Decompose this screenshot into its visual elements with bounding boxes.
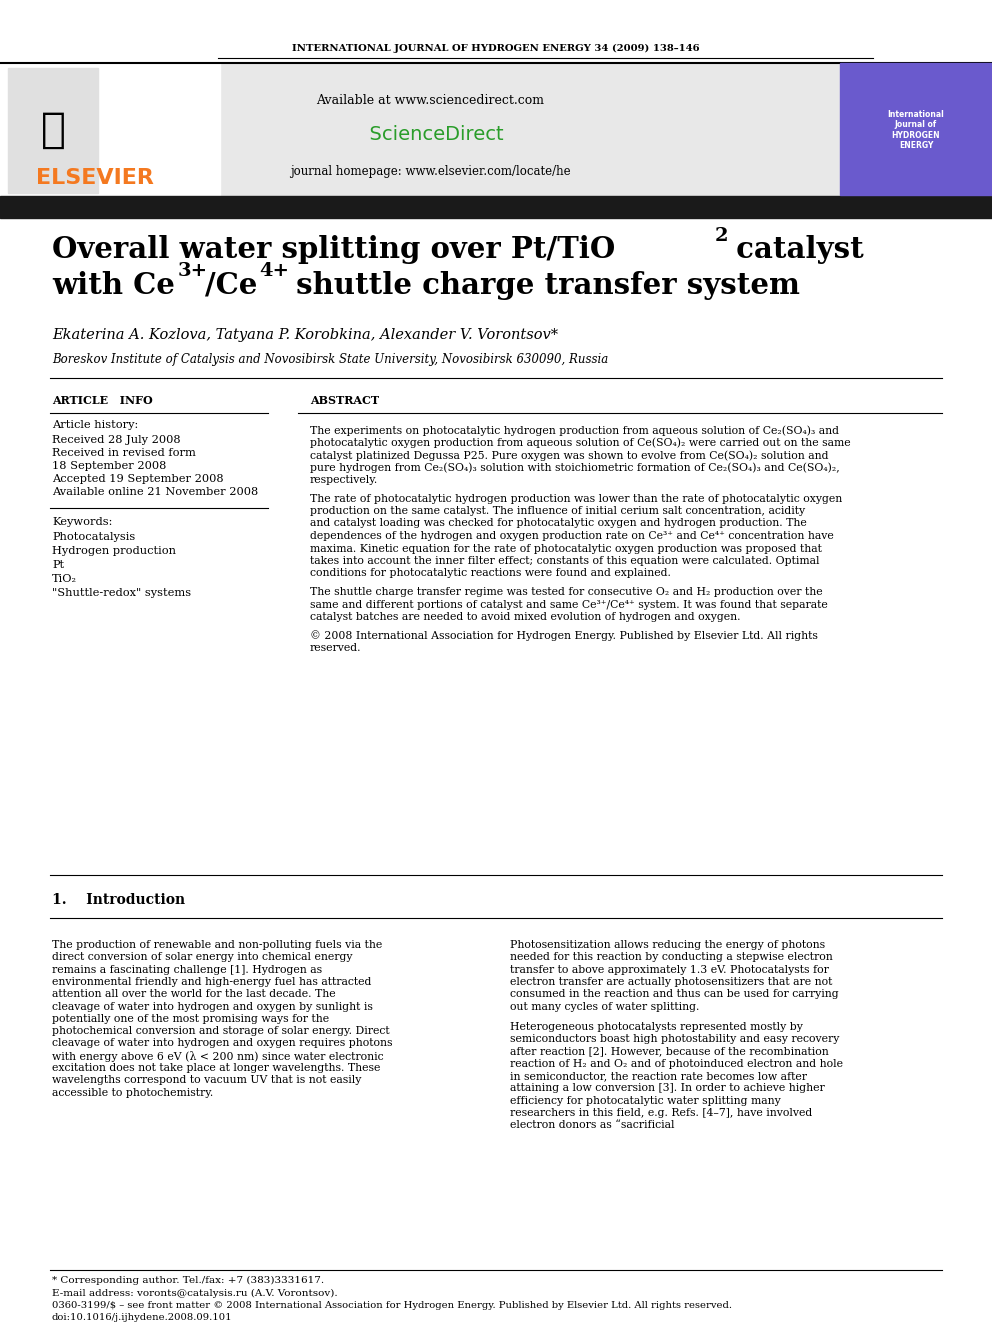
Text: cleavage of water into hydrogen and oxygen by sunlight is: cleavage of water into hydrogen and oxyg… bbox=[52, 1002, 373, 1012]
Text: reaction of H₂ and O₂ and of photoinduced electron and hole: reaction of H₂ and O₂ and of photoinduce… bbox=[510, 1058, 843, 1069]
Text: /Ce: /Ce bbox=[205, 270, 257, 299]
Text: consumed in the reaction and thus can be used for carrying: consumed in the reaction and thus can be… bbox=[510, 990, 838, 999]
Text: cleavage of water into hydrogen and oxygen requires photons: cleavage of water into hydrogen and oxyg… bbox=[52, 1039, 393, 1048]
Text: wavelengths correspond to vacuum UV that is not easily: wavelengths correspond to vacuum UV that… bbox=[52, 1076, 361, 1085]
Text: conditions for photocatalytic reactions were found and explained.: conditions for photocatalytic reactions … bbox=[310, 569, 671, 578]
Text: catalyst batches are needed to avoid mixed evolution of hydrogen and oxygen.: catalyst batches are needed to avoid mix… bbox=[310, 613, 740, 622]
Text: respectively.: respectively. bbox=[310, 475, 378, 486]
Text: International
Journal of
HYDROGEN
ENERGY: International Journal of HYDROGEN ENERGY bbox=[888, 110, 944, 149]
Text: after reaction [2]. However, because of the recombination: after reaction [2]. However, because of … bbox=[510, 1046, 828, 1056]
Text: The rate of photocatalytic hydrogen production was lower than the rate of photoc: The rate of photocatalytic hydrogen prod… bbox=[310, 493, 842, 504]
Text: Pt: Pt bbox=[52, 560, 64, 570]
Text: 0360-3199/$ – see front matter © 2008 International Association for Hydrogen Ene: 0360-3199/$ – see front matter © 2008 In… bbox=[52, 1302, 732, 1311]
Text: "Shuttle-redox" systems: "Shuttle-redox" systems bbox=[52, 587, 191, 598]
Text: Received 28 July 2008: Received 28 July 2008 bbox=[52, 435, 181, 445]
Text: remains a fascinating challenge [1]. Hydrogen as: remains a fascinating challenge [1]. Hyd… bbox=[52, 964, 322, 975]
Text: Hydrogen production: Hydrogen production bbox=[52, 546, 176, 556]
Text: photochemical conversion and storage of solar energy. Direct: photochemical conversion and storage of … bbox=[52, 1027, 390, 1036]
Text: with Ce: with Ce bbox=[52, 270, 175, 299]
Text: E-mail address: voronts@catalysis.ru (A.V. Vorontsov).: E-mail address: voronts@catalysis.ru (A.… bbox=[52, 1289, 337, 1298]
Text: Accepted 19 September 2008: Accepted 19 September 2008 bbox=[52, 474, 223, 484]
Text: direct conversion of solar energy into chemical energy: direct conversion of solar energy into c… bbox=[52, 953, 352, 962]
Text: in semiconductor, the reaction rate becomes low after: in semiconductor, the reaction rate beco… bbox=[510, 1072, 807, 1081]
Bar bbox=[840, 64, 992, 194]
Text: Photosensitization allows reducing the energy of photons: Photosensitization allows reducing the e… bbox=[510, 941, 825, 950]
Text: ARTICLE   INFO: ARTICLE INFO bbox=[52, 394, 153, 406]
Text: Photocatalysis: Photocatalysis bbox=[52, 532, 135, 542]
Text: transfer to above approximately 1.3 eV. Photocatalysts for: transfer to above approximately 1.3 eV. … bbox=[510, 964, 829, 975]
Bar bbox=[0, 64, 992, 194]
Text: environmental friendly and high-energy fuel has attracted: environmental friendly and high-energy f… bbox=[52, 976, 371, 987]
Text: electron transfer are actually photosensitizers that are not: electron transfer are actually photosens… bbox=[510, 976, 832, 987]
Text: electron donors as “sacrificial: electron donors as “sacrificial bbox=[510, 1121, 675, 1130]
Text: 2: 2 bbox=[715, 228, 728, 245]
Text: Available at www.sciencedirect.com: Available at www.sciencedirect.com bbox=[316, 94, 544, 106]
Text: same and different portions of catalyst and same Ce³⁺/Ce⁴⁺ system. It was found : same and different portions of catalyst … bbox=[310, 599, 827, 610]
Text: 🌳: 🌳 bbox=[41, 108, 65, 151]
Text: journal homepage: www.elsevier.com/locate/he: journal homepage: www.elsevier.com/locat… bbox=[290, 165, 570, 179]
Text: 4+: 4+ bbox=[259, 262, 289, 280]
Text: INTERNATIONAL JOURNAL OF HYDROGEN ENERGY 34 (2009) 138–146: INTERNATIONAL JOURNAL OF HYDROGEN ENERGY… bbox=[293, 44, 699, 53]
Text: efficiency for photocatalytic water splitting many: efficiency for photocatalytic water spli… bbox=[510, 1095, 781, 1106]
Text: pure hydrogen from Ce₂(SO₄)₃ solution with stoichiometric formation of Ce₂(SO₄)₃: pure hydrogen from Ce₂(SO₄)₃ solution wi… bbox=[310, 463, 840, 474]
Text: catalyst platinized Degussa P25. Pure oxygen was shown to evolve from Ce(SO₄)₂ s: catalyst platinized Degussa P25. Pure ox… bbox=[310, 450, 828, 460]
Text: dependences of the hydrogen and oxygen production rate on Ce³⁺ and Ce⁴⁺ concentr: dependences of the hydrogen and oxygen p… bbox=[310, 531, 833, 541]
Text: researchers in this field, e.g. Refs. [4–7], have involved: researchers in this field, e.g. Refs. [4… bbox=[510, 1107, 812, 1118]
Text: TiO₂: TiO₂ bbox=[52, 574, 77, 583]
Text: Boreskov Institute of Catalysis and Novosibirsk State University, Novosibirsk 63: Boreskov Institute of Catalysis and Novo… bbox=[52, 353, 608, 366]
Text: needed for this reaction by conducting a stepwise electron: needed for this reaction by conducting a… bbox=[510, 953, 832, 962]
Text: catalyst: catalyst bbox=[726, 235, 864, 265]
Text: 1.    Introduction: 1. Introduction bbox=[52, 893, 186, 908]
Text: shuttle charge transfer system: shuttle charge transfer system bbox=[286, 270, 800, 299]
Text: accessible to photochemistry.: accessible to photochemistry. bbox=[52, 1088, 213, 1098]
Text: potentially one of the most promising ways for the: potentially one of the most promising wa… bbox=[52, 1013, 329, 1024]
Text: © 2008 International Association for Hydrogen Energy. Published by Elsevier Ltd.: © 2008 International Association for Hyd… bbox=[310, 631, 817, 642]
Text: with energy above 6 eV (λ < 200 nm) since water electronic: with energy above 6 eV (λ < 200 nm) sinc… bbox=[52, 1050, 384, 1061]
Bar bbox=[8, 67, 98, 193]
Text: out many cycles of water splitting.: out many cycles of water splitting. bbox=[510, 1002, 699, 1012]
Text: Heterogeneous photocatalysts represented mostly by: Heterogeneous photocatalysts represented… bbox=[510, 1021, 803, 1032]
Text: ABSTRACT: ABSTRACT bbox=[310, 394, 379, 406]
Text: doi:10.1016/j.ijhydene.2008.09.101: doi:10.1016/j.ijhydene.2008.09.101 bbox=[52, 1314, 233, 1323]
Text: 3+: 3+ bbox=[178, 262, 208, 280]
Text: ScienceDirect: ScienceDirect bbox=[357, 126, 503, 144]
Text: Overall water splitting over Pt/TiO: Overall water splitting over Pt/TiO bbox=[52, 235, 615, 265]
Text: Keywords:: Keywords: bbox=[52, 517, 112, 527]
Text: 18 September 2008: 18 September 2008 bbox=[52, 460, 167, 471]
Text: Available online 21 November 2008: Available online 21 November 2008 bbox=[52, 487, 258, 497]
Text: maxima. Kinetic equation for the rate of photocatalytic oxygen production was pr: maxima. Kinetic equation for the rate of… bbox=[310, 544, 822, 553]
Text: Received in revised form: Received in revised form bbox=[52, 448, 195, 458]
Text: The experiments on photocatalytic hydrogen production from aqueous solution of C: The experiments on photocatalytic hydrog… bbox=[310, 425, 839, 435]
Text: production on the same catalyst. The influence of initial cerium salt concentrat: production on the same catalyst. The inf… bbox=[310, 505, 806, 516]
Text: and catalyst loading was checked for photocatalytic oxygen and hydrogen producti: and catalyst loading was checked for pho… bbox=[310, 519, 806, 528]
Text: attention all over the world for the last decade. The: attention all over the world for the las… bbox=[52, 990, 335, 999]
Bar bbox=[0, 64, 220, 194]
Text: ELSEVIER: ELSEVIER bbox=[36, 168, 154, 188]
Text: The production of renewable and non-polluting fuels via the: The production of renewable and non-poll… bbox=[52, 941, 382, 950]
Text: excitation does not take place at longer wavelengths. These: excitation does not take place at longer… bbox=[52, 1062, 380, 1073]
Bar bbox=[0, 196, 992, 218]
Text: photocatalytic oxygen production from aqueous solution of Ce(SO₄)₂ were carried : photocatalytic oxygen production from aq… bbox=[310, 438, 850, 448]
Text: reserved.: reserved. bbox=[310, 643, 361, 654]
Text: Ekaterina A. Kozlova, Tatyana P. Korobkina, Alexander V. Vorontsov*: Ekaterina A. Kozlova, Tatyana P. Korobki… bbox=[52, 328, 558, 343]
Text: semiconductors boast high photostability and easy recovery: semiconductors boast high photostability… bbox=[510, 1035, 839, 1044]
Text: attaining a low conversion [3]. In order to achieve higher: attaining a low conversion [3]. In order… bbox=[510, 1084, 824, 1093]
Text: * Corresponding author. Tel./fax: +7 (383)3331617.: * Corresponding author. Tel./fax: +7 (38… bbox=[52, 1275, 324, 1285]
Text: takes into account the inner filter effect; constants of this equation were calc: takes into account the inner filter effe… bbox=[310, 556, 819, 566]
Text: Article history:: Article history: bbox=[52, 419, 138, 430]
Text: The shuttle charge transfer regime was tested for consecutive O₂ and H₂ producti: The shuttle charge transfer regime was t… bbox=[310, 587, 822, 597]
